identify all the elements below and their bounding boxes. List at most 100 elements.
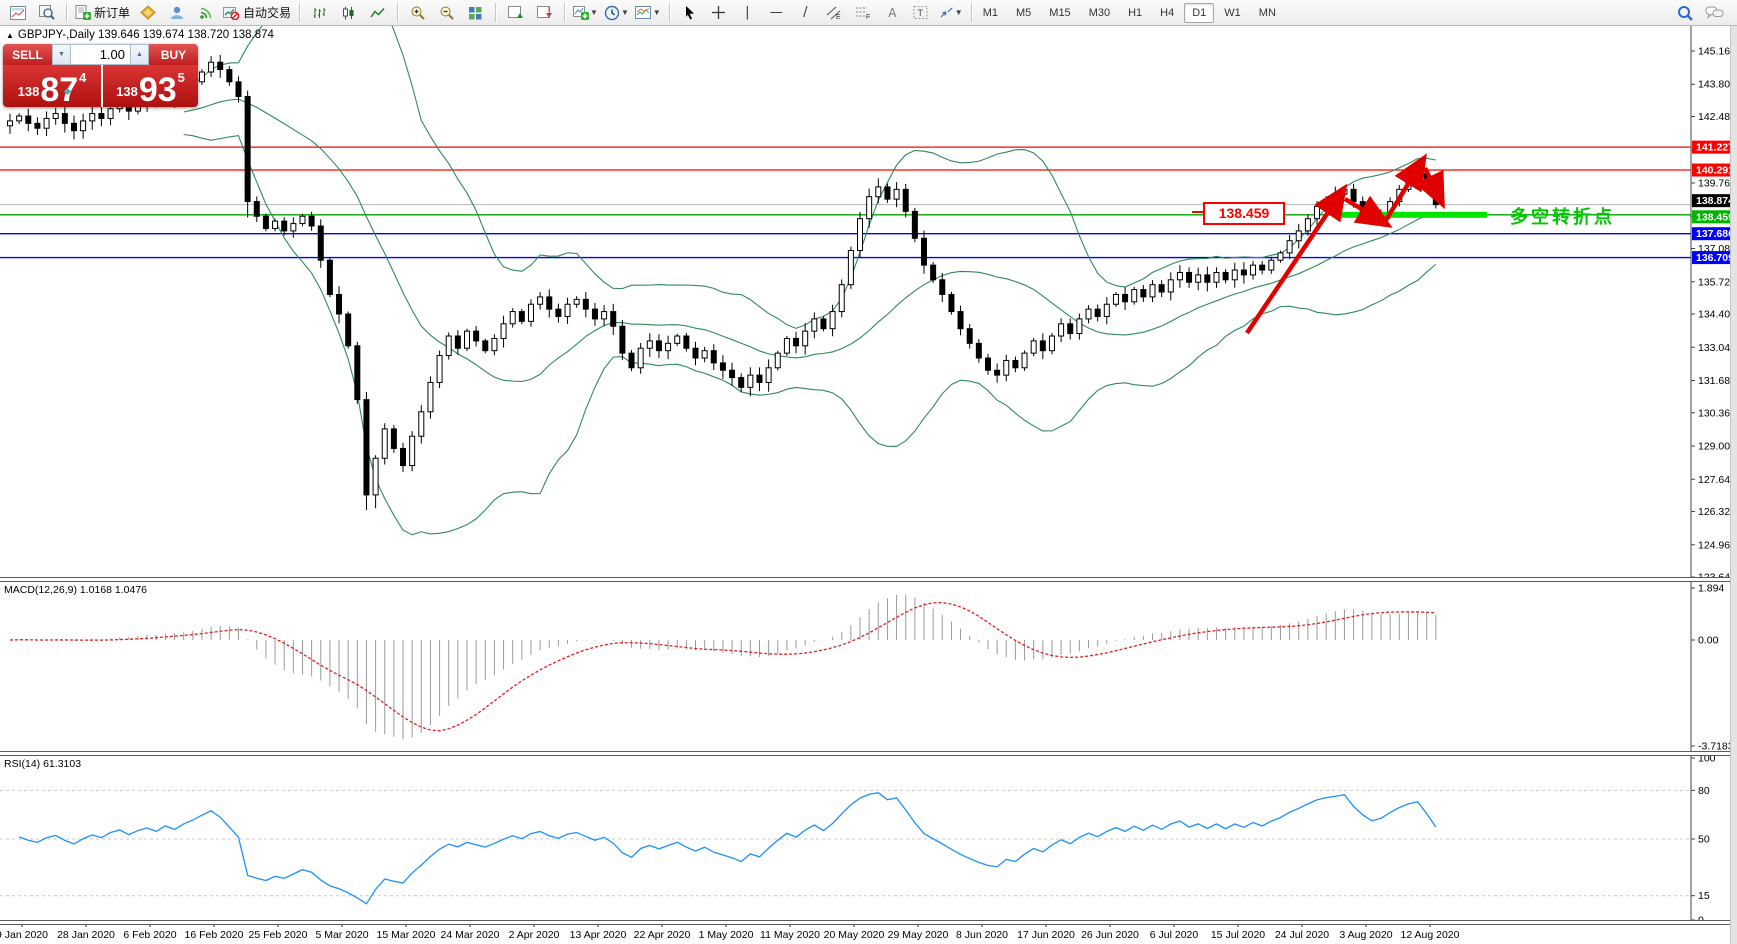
svg-text:2 Apr 2020: 2 Apr 2020	[509, 929, 560, 941]
main-chart-layer	[0, 0, 1691, 536]
new-order-button[interactable]: 新订单	[72, 1, 133, 24]
toolbar-separator	[564, 3, 566, 22]
svg-text:138.874: 138.874	[1696, 195, 1734, 207]
sell-price-prefix: 138	[17, 84, 40, 99]
crosshair-tool-button[interactable]	[704, 1, 733, 24]
profiles-button[interactable]	[32, 1, 61, 24]
candles	[7, 54, 1439, 511]
svg-text:134.400: 134.400	[1698, 309, 1736, 321]
indicators-button[interactable]: ▼	[570, 1, 601, 24]
timeframe-H4[interactable]: H4	[1160, 6, 1175, 19]
annotations-layer[interactable]	[1245, 153, 1487, 335]
svg-text:25 Feb 2020: 25 Feb 2020	[249, 929, 308, 941]
buy-price-prefix: 138	[116, 84, 138, 99]
search-icon[interactable]	[1671, 1, 1700, 24]
svg-text:137.686: 137.686	[1696, 228, 1734, 240]
toolbar-separator	[66, 3, 67, 22]
arrows-tool-button[interactable]: ▼	[936, 1, 966, 24]
trend-arrow[interactable]	[1245, 183, 1348, 335]
svg-text:140.291: 140.291	[1696, 165, 1734, 177]
rsi-panel-divider[interactable]	[0, 751, 1737, 756]
timeframe-W1[interactable]: W1	[1224, 6, 1241, 19]
timeframe-D1[interactable]: D1	[1184, 2, 1215, 23]
svg-text:15 Jul 2020: 15 Jul 2020	[1211, 929, 1265, 941]
svg-text:1.894: 1.894	[1698, 583, 1724, 595]
svg-text:29 May 2020: 29 May 2020	[888, 929, 949, 941]
macd-label: MACD(12,26,9) 1.0168 1.0476	[4, 584, 148, 596]
support-band[interactable]	[1334, 211, 1487, 218]
toolbar: 新订单 自动交易	[0, 0, 1737, 26]
market-community-button[interactable]	[162, 1, 191, 24]
volume-decrease-button[interactable]: ▼	[52, 44, 71, 65]
timeframe-M5[interactable]: M5	[1016, 6, 1032, 19]
trendline-tool-button[interactable]: /	[803, 5, 808, 20]
collapse-triangle-icon[interactable]: ▲	[6, 30, 14, 40]
rsi-panel-layer	[0, 789, 1691, 905]
sell-price[interactable]: 138 87 4	[3, 65, 101, 107]
price-flag-leader	[1192, 211, 1203, 213]
chart-shift-button[interactable]	[530, 1, 559, 24]
buy-price[interactable]: 138 93 5	[103, 65, 198, 107]
price-axis-layer: 145.160143.800142.480141.120139.760138.4…	[1690, 25, 1737, 927]
buy-button[interactable]: BUY	[149, 44, 198, 65]
zoom-in-button[interactable]	[403, 1, 432, 24]
svg-text:5 Mar 2020: 5 Mar 2020	[315, 929, 368, 941]
sell-button[interactable]: SELL	[3, 44, 52, 65]
window-scrollbar[interactable]	[1730, 25, 1737, 944]
svg-text:139.760: 139.760	[1698, 177, 1736, 189]
svg-text:11 May 2020: 11 May 2020	[760, 929, 820, 941]
rsi-label: RSI(14) 61.3103	[4, 758, 82, 770]
candlestick-chart-type-button[interactable]	[334, 1, 363, 24]
svg-text:130.360: 130.360	[1698, 407, 1736, 419]
channel-tool-button[interactable]: E	[820, 1, 849, 24]
svg-text:17 Jun 2020: 17 Jun 2020	[1017, 929, 1075, 941]
symbol-ohlc-text: GBPJPY-,Daily 139.646 139.674 138.720 13…	[17, 29, 274, 41]
svg-text:24 Mar 2020: 24 Mar 2020	[441, 929, 500, 941]
signals-button[interactable]	[191, 1, 220, 24]
svg-text:E: E	[836, 14, 841, 20]
turning-point-note[interactable]: 多空转折点	[1510, 207, 1615, 227]
trend-arrow[interactable]	[1343, 195, 1393, 228]
fibonacci-tool-button[interactable]: F	[849, 1, 878, 24]
macd-panel-divider[interactable]	[0, 577, 1737, 582]
timeframe-M1[interactable]: M1	[982, 6, 998, 19]
horizontal-line-tool-button[interactable]: —	[769, 5, 783, 20]
price-level-flag[interactable]: 138.459	[1203, 202, 1285, 225]
timeframe-MN[interactable]: MN	[1258, 6, 1276, 19]
svg-text:26 Jun 2020: 26 Jun 2020	[1081, 929, 1139, 941]
autotrading-label: 自动交易	[243, 6, 292, 20]
macd-panel-layer	[9, 594, 1437, 740]
svg-text:124.960: 124.960	[1698, 539, 1736, 551]
zoom-out-button[interactable]	[432, 1, 461, 24]
metaquotes-icon[interactable]	[133, 1, 162, 24]
vertical-line-tool-button[interactable]: |	[745, 5, 750, 20]
bar-chart-type-button[interactable]	[305, 1, 334, 24]
buy-price-main: 93	[138, 71, 177, 107]
new-chart-button[interactable]	[3, 1, 32, 24]
timeframe-H1[interactable]: H1	[1128, 6, 1143, 19]
volume-input[interactable]: 1.00	[71, 44, 130, 65]
periods-button[interactable]: ▼	[601, 1, 632, 24]
toolbar-separator	[970, 3, 972, 22]
volume-increase-button[interactable]: ▲	[130, 44, 149, 65]
quote-divider	[101, 65, 103, 107]
svg-text:141.227: 141.227	[1696, 142, 1734, 154]
chat-icon[interactable]	[1700, 1, 1729, 24]
svg-text:9 Jan 2020: 9 Jan 2020	[0, 929, 48, 941]
timeframe-M30[interactable]: M30	[1088, 6, 1111, 19]
trend-arrow[interactable]	[1415, 167, 1445, 210]
templates-button[interactable]: ▼	[632, 1, 664, 24]
auto-scroll-button[interactable]	[501, 1, 530, 24]
line-chart-type-button[interactable]	[363, 1, 392, 24]
svg-text:16 Feb 2020: 16 Feb 2020	[185, 929, 244, 941]
cursor-tool-button[interactable]	[675, 1, 704, 24]
svg-text:127.640: 127.640	[1698, 474, 1736, 486]
new-order-label: 新订单	[94, 6, 131, 20]
text-tool-button[interactable]: A	[888, 5, 897, 20]
autotrading-button[interactable]: 自动交易	[220, 1, 294, 24]
tile-windows-button[interactable]	[461, 1, 490, 24]
text-label-tool-button[interactable]: T	[907, 1, 936, 24]
timeframe-M15[interactable]: M15	[1049, 6, 1071, 19]
